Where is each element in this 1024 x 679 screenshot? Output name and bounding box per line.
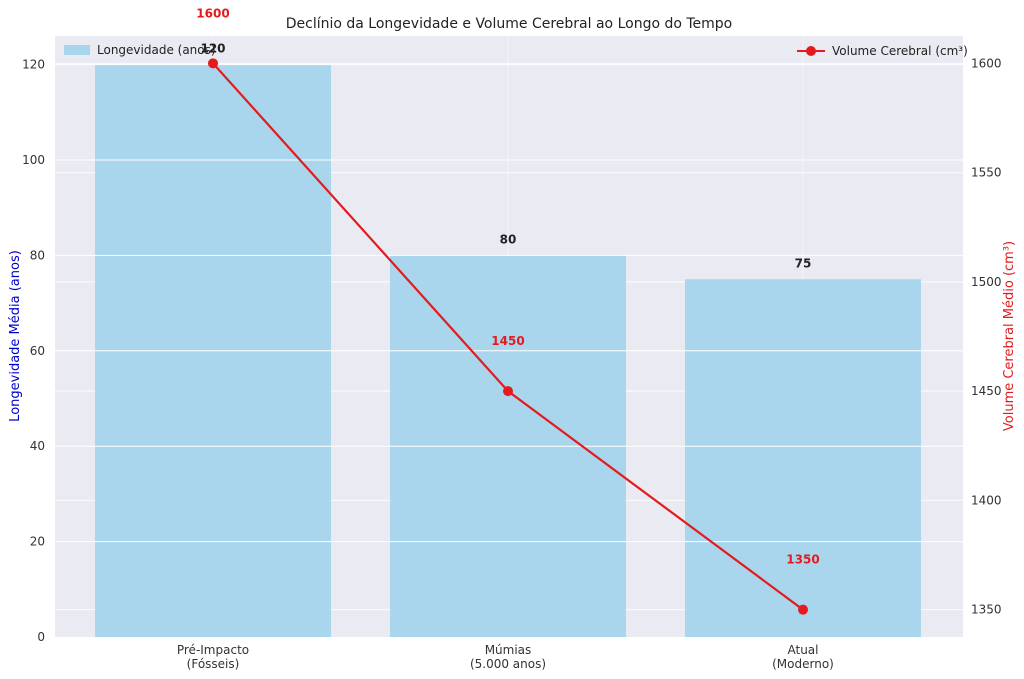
bar-value-label: 75 (795, 256, 812, 270)
y-left-tick-label: 60 (30, 344, 45, 358)
line-point (798, 604, 808, 615)
line-value-label: 1450 (491, 334, 524, 348)
line-value-label: 1350 (786, 553, 819, 567)
x-tick-label: Múmias (5.000 anos) (470, 643, 546, 671)
line-point (208, 58, 218, 69)
line-series (208, 58, 808, 615)
bar-value-label: 80 (500, 232, 517, 246)
y-right-tick-label: 1600 (971, 56, 1002, 70)
y-right-tick-label: 1350 (971, 603, 1002, 617)
y-left-tick-label: 0 (37, 630, 45, 644)
y-right-tick-label: 1550 (971, 166, 1002, 180)
legend-bar: Longevidade (anos) (64, 43, 216, 57)
bar-value-labels: 120 80 75 (200, 42, 811, 271)
y-left-tick-label: 100 (22, 153, 45, 167)
bar-value-label: 120 (200, 42, 225, 56)
x-axis-ticks: Pré-Impacto (Fósseis) Múmias (5.000 anos) At… (177, 643, 834, 671)
y-axis-left-label: Longevidade Média (anos) (8, 250, 23, 422)
y-axis-right-label: Volume Cerebral Médio (cm³) (1002, 241, 1017, 431)
right-axis-ticks: 1350 1400 1450 1500 1550 1600 (971, 56, 1002, 616)
bar (685, 279, 921, 637)
legend-line-marker (806, 46, 816, 56)
legend-bar-label: Longevidade (anos) (97, 43, 216, 57)
y-right-tick-label: 1450 (971, 384, 1002, 398)
chart-title: Declínio da Longevidade e Volume Cerebra… (286, 16, 733, 32)
y-left-tick-label: 120 (22, 58, 45, 72)
line-point (503, 386, 513, 397)
x-tick-label: Atual (Moderno) (772, 643, 834, 671)
y-left-tick-label: 40 (30, 439, 45, 453)
grid-left (55, 64, 963, 543)
line-value-labels: 1600 1450 1350 (196, 6, 819, 566)
legend-bar-swatch (64, 45, 90, 55)
x-tick-label: Pré-Impacto (Fósseis) (177, 643, 249, 671)
y-right-tick-label: 1500 (971, 275, 1002, 289)
y-left-tick-label: 20 (30, 535, 45, 549)
y-left-tick-label: 80 (30, 248, 45, 262)
left-axis-ticks: 0 20 40 60 80 100 120 (22, 58, 45, 644)
legend-line-label: Volume Cerebral (cm³) (832, 44, 968, 58)
line-value-label: 1600 (196, 6, 229, 20)
y-right-tick-label: 1400 (971, 493, 1002, 507)
legend-line: Volume Cerebral (cm³) (797, 44, 968, 58)
